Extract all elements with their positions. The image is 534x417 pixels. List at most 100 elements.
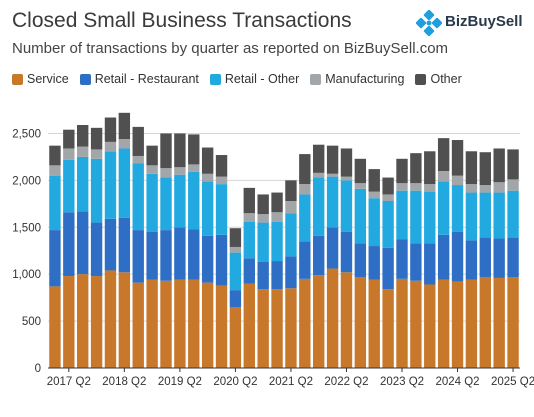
bar-segment-other: [104, 117, 117, 142]
bar-segment-other: [90, 127, 103, 150]
bar-segment-retail-other: [285, 213, 297, 257]
bar-segment-retail-other: [160, 177, 172, 231]
bar-segment-service: [174, 279, 186, 368]
bar-segment-other: [63, 129, 75, 149]
bar-segment-retail-other: [326, 176, 339, 228]
bar-segment-other: [479, 152, 491, 186]
bar-segment-manufacturing: [188, 164, 200, 172]
bar-segment-other: [382, 177, 394, 195]
bar-segment-other: [507, 149, 519, 180]
bar-segment-service: [410, 280, 422, 368]
bar-segment-other: [299, 154, 311, 185]
bar-segment-retail-restaurant: [229, 290, 242, 308]
bar-segment-service: [271, 289, 283, 368]
legend-item-manufacturing: Manufacturing: [310, 72, 404, 86]
legend-item-service: Service: [12, 72, 69, 86]
bar-segment-service: [479, 277, 491, 368]
y-tick-label: 1,500: [12, 222, 41, 234]
bar-segment-service: [257, 289, 269, 368]
bar-segment-manufacturing: [118, 139, 131, 149]
bar-segment-other: [188, 134, 200, 165]
bar-segment-service: [396, 278, 408, 368]
bar-segment-retail-restaurant: [410, 243, 422, 281]
bar-segment-retail-other: [479, 192, 491, 238]
bar-segment-manufacturing: [368, 191, 380, 199]
y-tick-label: 2,500: [12, 128, 41, 140]
legend-swatch: [415, 73, 427, 85]
bar-segment-service: [465, 279, 478, 368]
bar-segment-service: [132, 282, 144, 368]
x-tick-label: 2024 Q2: [435, 376, 479, 388]
bar-segment-manufacturing: [479, 185, 491, 193]
bar-segment-retail-restaurant: [49, 230, 61, 287]
bar-segment-manufacturing: [132, 155, 144, 164]
bar-segment-service: [285, 288, 297, 368]
bar-segment-manufacturing: [77, 146, 89, 157]
bar-segment-retail-restaurant: [132, 230, 144, 283]
bar-segment-other: [424, 151, 436, 185]
bar-segment-service: [299, 278, 311, 368]
bar-segment-retail-other: [368, 198, 380, 247]
bar-segment-retail-restaurant: [354, 243, 367, 277]
bar-segment-other: [354, 158, 367, 184]
bar-segment-retail-other: [77, 156, 89, 212]
bar-segment-other: [437, 138, 450, 171]
bar-segment-retail-other: [299, 194, 311, 242]
legend-item-other: Other: [415, 72, 462, 86]
bar-segment-retail-other: [424, 191, 436, 244]
bar-segment-other: [229, 228, 242, 247]
bar-segment-other: [271, 192, 283, 213]
bar-segment-other: [243, 187, 255, 214]
x-tick-label: 2021 Q2: [269, 376, 313, 388]
bar-segment-service: [354, 277, 367, 368]
bar-segment-retail-other: [313, 177, 325, 236]
bar-segment-manufacturing: [174, 167, 186, 175]
x-tick-label: 2017 Q2: [47, 376, 91, 388]
bar-segment-manufacturing: [326, 173, 339, 177]
bar-segment-manufacturing: [146, 165, 158, 174]
bar-segment-service: [146, 279, 158, 368]
bar-segment-other: [451, 140, 464, 176]
bar-segment-retail-restaurant: [77, 211, 89, 275]
bar-segment-retail-restaurant: [424, 243, 436, 285]
chart-title: Closed Small Business Transactions: [12, 9, 352, 32]
bar-segment-other: [493, 148, 505, 183]
bar-segment-service: [215, 285, 228, 368]
bar-segment-other: [174, 133, 186, 168]
y-tick-label: 500: [22, 316, 41, 328]
x-tick-label: 2022 Q2: [324, 376, 368, 388]
legend-item-retail-restaurant: Retail - Restaurant: [79, 72, 199, 86]
bar-segment-other: [146, 145, 158, 166]
bar-segment-manufacturing: [396, 183, 408, 191]
bar-segment-manufacturing: [299, 184, 311, 195]
bar-segment-manufacturing: [257, 214, 269, 223]
bar-segment-service: [77, 274, 89, 368]
bar-segment-service: [437, 279, 450, 368]
x-tick-label: 2018 Q2: [102, 376, 146, 388]
bar-segment-other: [118, 112, 131, 140]
bar-segment-retail-restaurant: [326, 227, 339, 269]
bar-segment-service: [49, 286, 61, 368]
bar-segment-retail-restaurant: [215, 234, 228, 286]
bar-segment-retail-restaurant: [465, 240, 478, 280]
bar-segment-other: [201, 147, 214, 174]
bar-segment-manufacturing: [437, 170, 450, 182]
bar-segment-retail-restaurant: [368, 246, 380, 280]
y-tick-label: 2,000: [12, 175, 41, 187]
bar-segment-other: [49, 145, 61, 166]
bar-segment-service: [507, 277, 519, 368]
bar-segment-other: [326, 145, 339, 174]
bar-segment-retail-restaurant: [507, 237, 519, 277]
bar-segment-retail-restaurant: [479, 237, 491, 277]
bar-segment-retail-restaurant: [188, 229, 200, 280]
bar-segment-service: [229, 307, 242, 368]
bar-segment-manufacturing: [410, 183, 422, 191]
bar-segment-retail-restaurant: [271, 261, 283, 290]
bar-segment-other: [285, 180, 297, 201]
legend-swatch: [209, 73, 221, 85]
bar-segment-retail-other: [243, 221, 255, 259]
bar-segment-retail-restaurant: [493, 238, 505, 278]
chart-subtitle: Number of transactions by quarter as rep…: [12, 40, 449, 57]
bar-segment-retail-restaurant: [174, 227, 186, 280]
bar-segment-other: [340, 148, 353, 177]
